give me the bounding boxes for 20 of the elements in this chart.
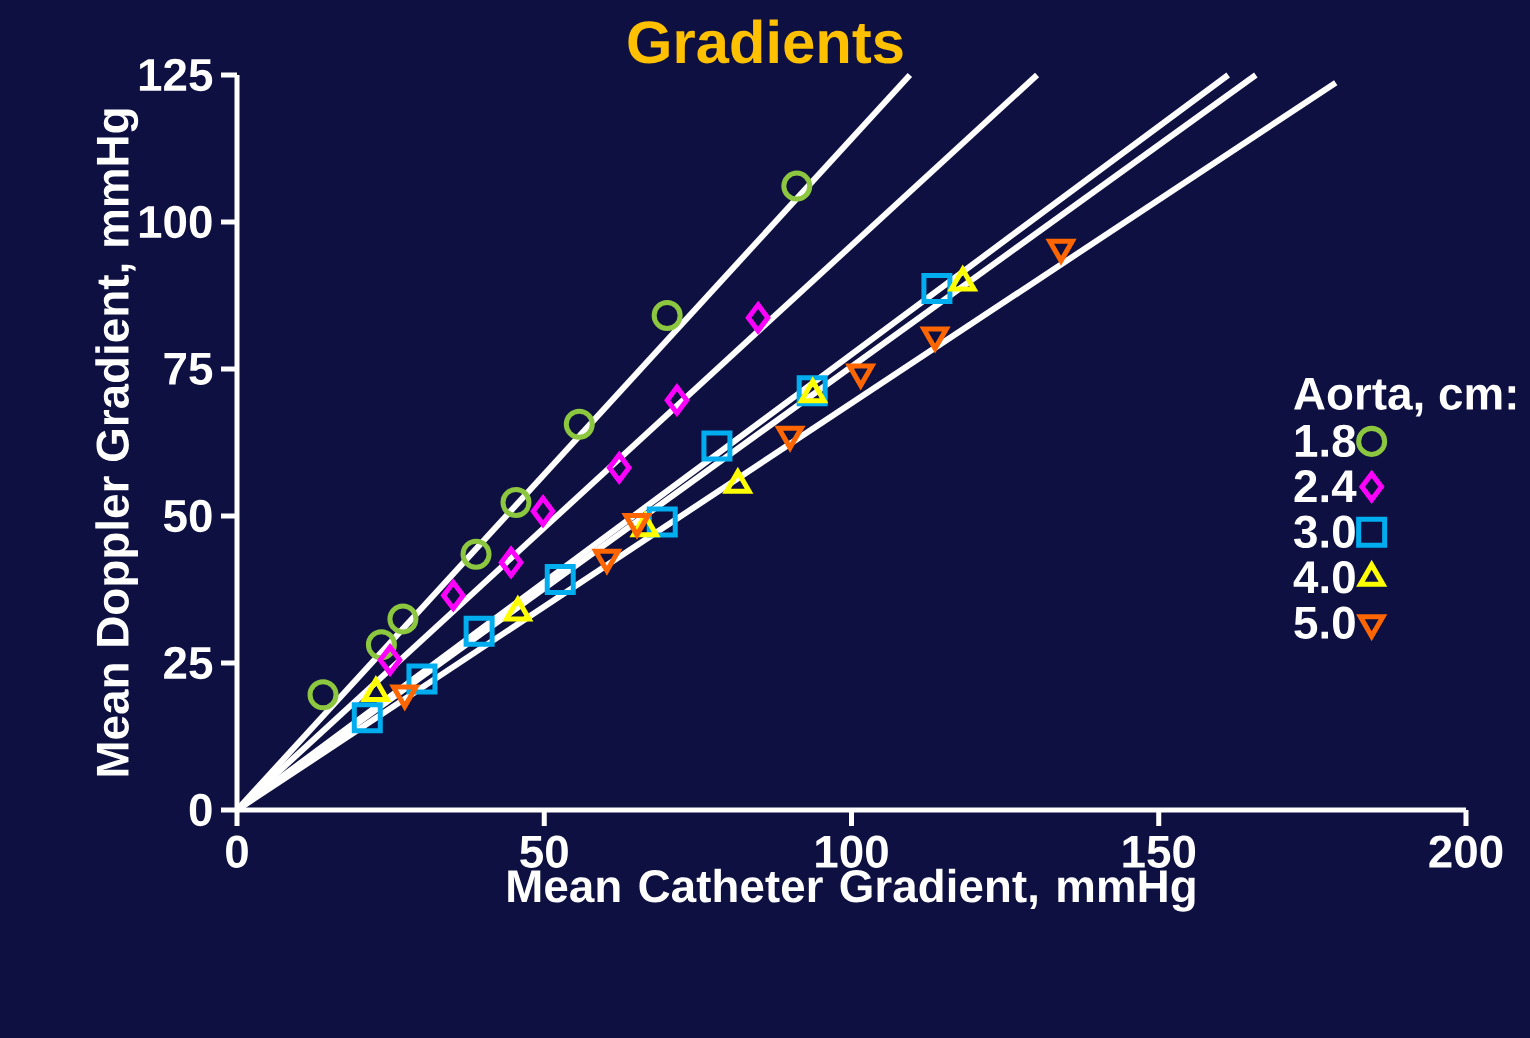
x-axis-title: Mean Catheter Gradient, mmHg bbox=[508, 868, 1195, 912]
y-tick-label: 100 bbox=[139, 205, 212, 239]
x-tick-label: 150 bbox=[1123, 835, 1196, 868]
legend-label: 2.4 bbox=[1294, 470, 1357, 503]
x-tick-label: 50 bbox=[520, 835, 568, 868]
y-tick-label: 125 bbox=[139, 58, 213, 92]
legend-label: 1.8 bbox=[1295, 424, 1356, 458]
legend-label: 4.0 bbox=[1293, 561, 1355, 594]
y-tick-label: 50 bbox=[163, 499, 212, 533]
y-tick-label: 75 bbox=[164, 353, 213, 385]
x-tick-label: 100 bbox=[816, 835, 888, 868]
x-tick-label: 0 bbox=[226, 835, 248, 868]
legend-label: 3.0 bbox=[1294, 515, 1355, 549]
y-tick-label: 25 bbox=[164, 646, 213, 680]
y-axis-title: Mean Doppler Gradient, mmHg bbox=[95, 109, 139, 776]
legend-title: Aorta, cm: bbox=[1294, 377, 1516, 417]
x-tick-label: 200 bbox=[1429, 835, 1503, 868]
y-tick-label: 0 bbox=[189, 793, 212, 827]
chart-title: Gradients bbox=[628, 19, 903, 64]
legend-label: 5.0 bbox=[1294, 606, 1355, 639]
